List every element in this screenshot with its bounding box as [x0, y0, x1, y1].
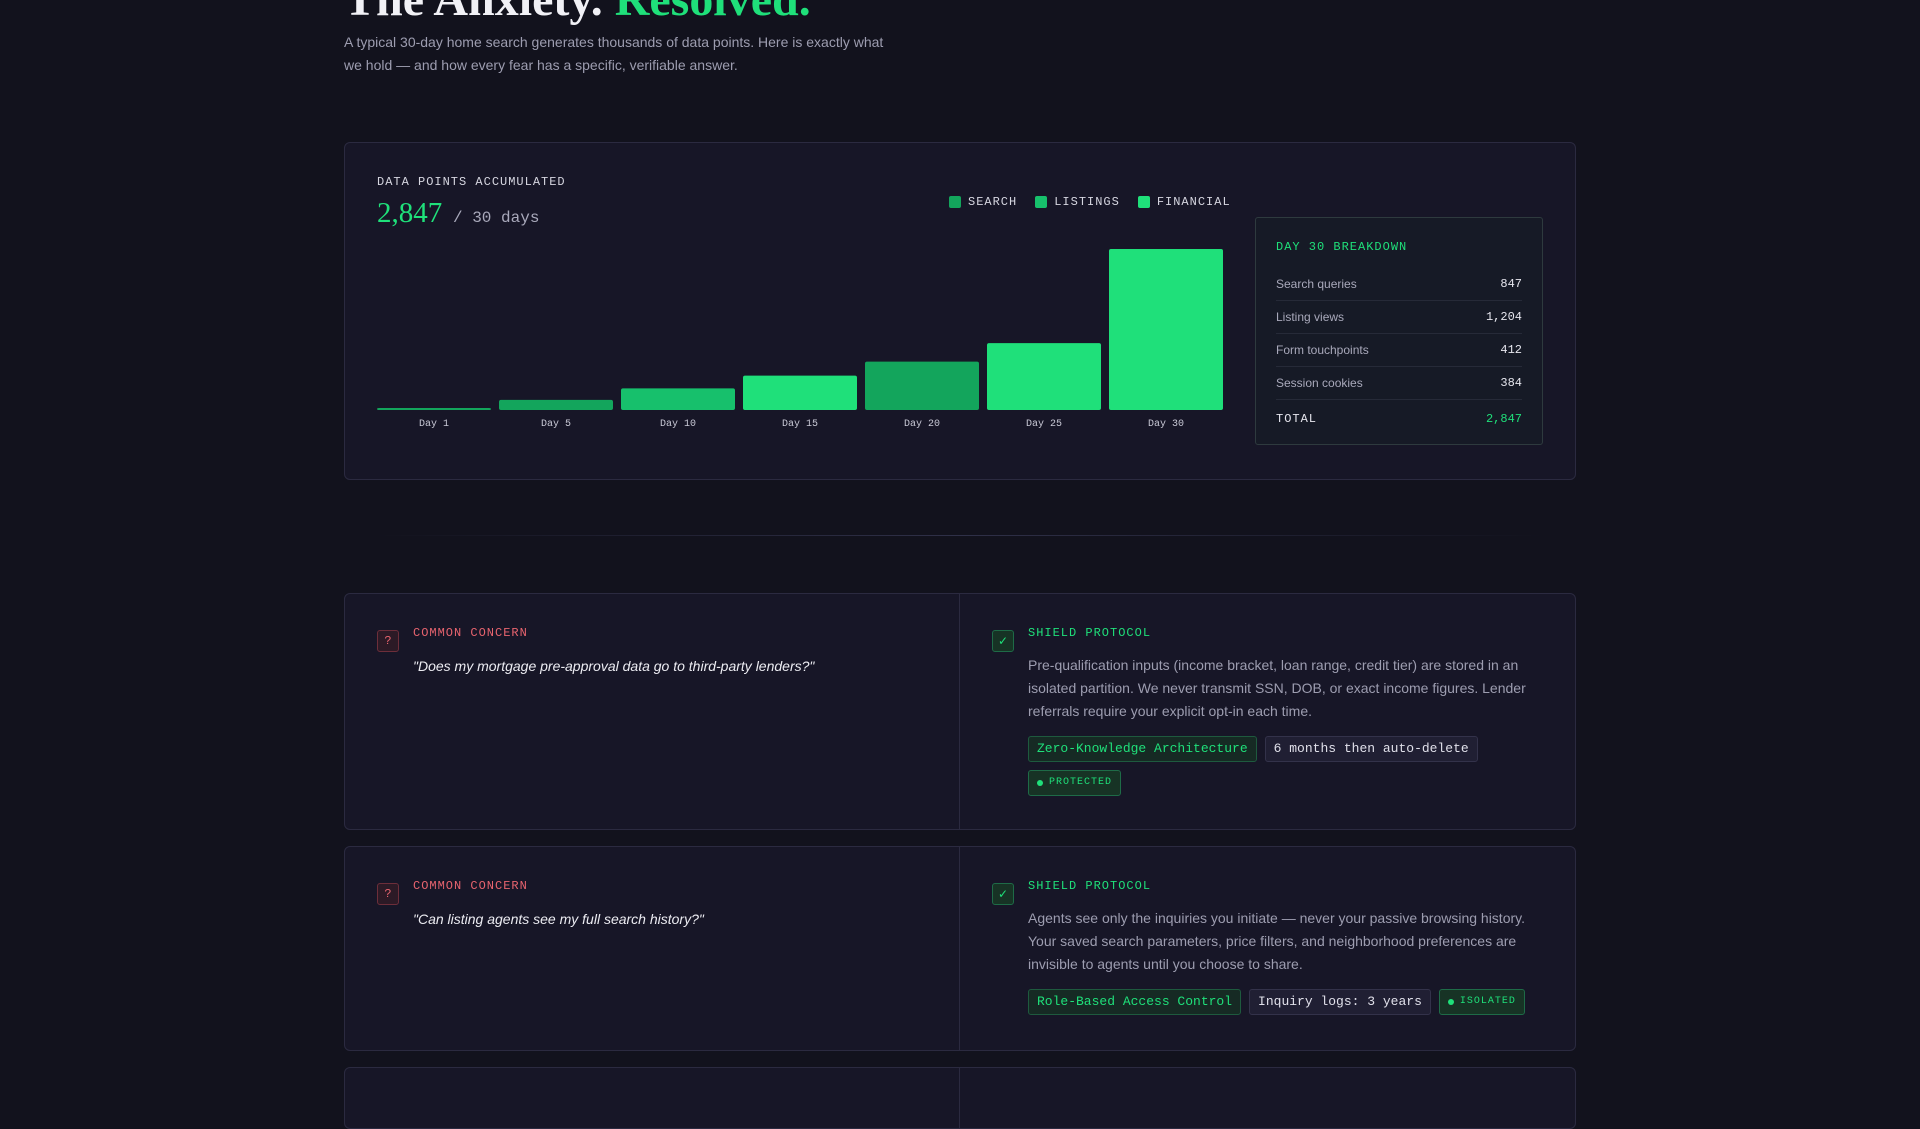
concern-card: ? COMMON CONCERN "Can listing agents see…: [344, 846, 1576, 1051]
chart-legend: SEARCH LISTINGS FINANCIAL: [949, 195, 1231, 209]
breakdown-rows: Search queries 847 Listing views 1,204 F…: [1276, 268, 1522, 438]
concern-card: [344, 1067, 1576, 1129]
concern-answer-panel: ✓ SHIELD PROTOCOL Agents see only the in…: [960, 847, 1575, 1050]
status-badge: PROTECTED: [1028, 770, 1122, 796]
legend-label-listings: LISTINGS: [1054, 195, 1120, 209]
x-tick-label: Day 25: [1026, 419, 1062, 430]
breakdown-total-value: 2,847: [1485, 412, 1522, 426]
data-points-suffix: / 30 days: [453, 209, 540, 227]
concern-tag: COMMON CONCERN: [413, 626, 528, 640]
bar-day-15: [743, 375, 857, 410]
legend-swatch-search: [949, 196, 961, 208]
legend-swatch-financial: [1137, 196, 1150, 208]
breakdown-row-label: Session cookies: [1276, 376, 1363, 390]
bar-day-1: [377, 408, 491, 410]
access-control-chip: Role-Based Access Control: [1028, 989, 1242, 1015]
data-points-value: 2,847: [377, 197, 443, 229]
breakdown-row: Session cookies 384: [1276, 367, 1522, 400]
bar-day-10: [621, 388, 735, 410]
breakdown-row-value: 1,204: [1485, 310, 1522, 324]
breakdown-row-value: 847: [1500, 277, 1522, 291]
concern-answer-panel: ✓ SHIELD PROTOCOL Pre-qualification inpu…: [960, 594, 1575, 829]
x-tick-label: Day 5: [541, 419, 571, 430]
x-tick-label: Day 15: [782, 419, 818, 430]
concern-tag: COMMON CONCERN: [413, 879, 528, 893]
architecture-chip: Zero-Knowledge Architecture: [1028, 736, 1257, 762]
concern-card: ? COMMON CONCERN "Does my mortgage pre-a…: [344, 593, 1576, 830]
concern-question: "Can listing agents see my full search h…: [413, 911, 704, 927]
day-30-breakdown: DAY 30 BREAKDOWN Search queries 847 List…: [1255, 217, 1543, 445]
breakdown-title: DAY 30 BREAKDOWN: [1276, 240, 1408, 254]
hero-title-start: The Anxiety.: [344, 0, 615, 26]
legend-label-financial: FINANCIAL: [1156, 195, 1231, 209]
legend-swatch-listings: [1035, 196, 1048, 208]
check-icon: ✓: [992, 630, 1014, 652]
breakdown-row: Search queries 847: [1276, 268, 1522, 301]
bar-day-20: [865, 361, 979, 410]
question-icon: ?: [377, 630, 399, 652]
legend-label-search: SEARCH: [968, 195, 1018, 209]
retention-chip: Inquiry logs: 3 years: [1249, 989, 1431, 1015]
hero-subtitle: A typical 30-day home search generates t…: [344, 34, 884, 73]
breakdown-row-value: 384: [1500, 376, 1522, 390]
check-icon: ✓: [992, 883, 1014, 905]
hero-title-accent: Resolved.: [615, 0, 811, 26]
x-tick-label: Day 10: [660, 419, 696, 430]
question-icon: ?: [377, 883, 399, 905]
answer-chips: Zero-Knowledge Architecture 6 months the…: [1028, 736, 1548, 796]
bar-day-30: [1109, 249, 1223, 410]
concern-question-panel: ? COMMON CONCERN "Does my mortgage pre-a…: [345, 594, 960, 829]
concern-answer: Agents see only the inquiries you initia…: [1028, 910, 1525, 972]
breakdown-total-label: TOTAL: [1276, 412, 1318, 426]
hero-title: The Anxiety. Resolved.: [344, 0, 811, 28]
status-badge: ISOLATED: [1438, 989, 1525, 1015]
data-points-card: DATA POINTS ACCUMULATED 2,847 / 30 days …: [344, 142, 1576, 480]
concern-question: "Does my mortgage pre-approval data go t…: [413, 658, 815, 674]
x-tick-label: Day 30: [1148, 419, 1184, 430]
section-divider: [374, 535, 1544, 536]
x-tick-label: Day 1: [419, 419, 449, 430]
bar-day-25: [987, 343, 1101, 410]
status-dot-icon: [1447, 999, 1454, 1005]
status-dot-icon: [1037, 780, 1043, 786]
breakdown-row-label: Form touchpoints: [1276, 343, 1369, 357]
status-label: ISOLATED: [1459, 996, 1516, 1007]
breakdown-row-label: Search queries: [1276, 277, 1357, 291]
bar-chart: Day 1 Day 5 Day 10 Day 15 Day 20 Day 25 Day 30: [377, 249, 1223, 430]
breakdown-row-value: 412: [1500, 343, 1522, 357]
concern-answer: Pre-qualification inputs (income bracket…: [1028, 657, 1526, 719]
legend-item-financial: FINANCIAL: [1137, 195, 1231, 209]
legend-item-search: SEARCH: [949, 195, 1017, 209]
status-label: PROTECTED: [1049, 777, 1113, 788]
retention-chip: 6 months then auto-delete: [1264, 736, 1478, 762]
breakdown-total: TOTAL 2,847: [1276, 400, 1522, 438]
bar-day-5: [499, 399, 613, 410]
breakdown-row: Listing views 1,204: [1276, 301, 1522, 334]
concern-question-panel: [345, 1068, 960, 1128]
breakdown-row-label: Listing views: [1276, 310, 1345, 324]
x-tick-label: Day 20: [904, 419, 940, 430]
legend-item-listings: LISTINGS: [1035, 195, 1120, 209]
breakdown-row: Form touchpoints 412: [1276, 334, 1522, 367]
data-points-label: DATA POINTS ACCUMULATED: [377, 175, 566, 189]
answer-chips: Role-Based Access Control Inquiry logs: …: [1028, 989, 1548, 1015]
shield-protocol-tag: SHIELD PROTOCOL: [1028, 879, 1152, 893]
shield-protocol-tag: SHIELD PROTOCOL: [1028, 626, 1152, 640]
concern-question-panel: ? COMMON CONCERN "Can listing agents see…: [345, 847, 960, 1050]
